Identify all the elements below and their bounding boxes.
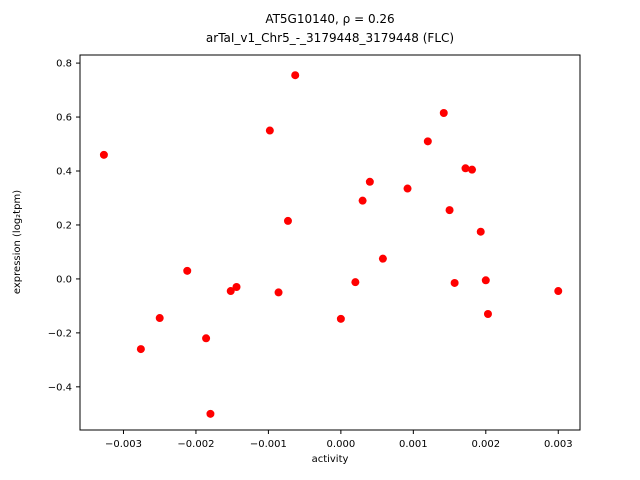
data-point	[439, 109, 448, 118]
data-point	[365, 177, 374, 186]
data-point	[378, 254, 387, 263]
data-point	[461, 164, 470, 173]
data-point	[358, 196, 367, 205]
data-point	[99, 150, 108, 159]
x-tick-label: −0.002	[177, 439, 214, 450]
data-point	[476, 227, 485, 236]
data-point	[226, 287, 235, 296]
y-tick-label: 0.8	[56, 59, 72, 70]
data-point	[445, 206, 454, 215]
y-tick-label: 0.4	[56, 167, 72, 178]
data-point	[481, 276, 490, 285]
x-tick-label: −0.001	[250, 439, 287, 450]
x-tick-label: 0.002	[471, 439, 500, 450]
data-point	[423, 137, 432, 146]
x-axis-ticks: −0.003 −0.002 −0.001 0.000 0.001 0.002 0.003	[105, 430, 573, 450]
x-tick-label: 0.001	[399, 439, 428, 450]
data-point	[274, 288, 283, 297]
data-point	[265, 126, 274, 135]
data-point	[336, 314, 345, 323]
data-point	[202, 334, 211, 343]
x-axis-label: activity	[312, 454, 349, 465]
data-point	[136, 345, 145, 354]
y-tick-label: 0.0	[56, 274, 72, 285]
x-tick-label: −0.003	[105, 439, 142, 450]
plot-border	[79, 54, 581, 431]
data-point	[206, 409, 215, 418]
data-point	[232, 283, 241, 292]
data-point	[351, 278, 360, 287]
data-point	[291, 71, 300, 80]
y-tick-label: −0.4	[48, 382, 72, 393]
y-tick-label: 0.6	[56, 113, 72, 124]
chart-title-line2: arTaI_v1_Chr5_-_3179448_3179448 (FLC)	[206, 31, 454, 45]
x-tick-label: 0.000	[327, 439, 356, 450]
data-point	[468, 165, 477, 174]
y-tick-label: −0.2	[48, 328, 72, 339]
y-axis-label: expression (log₂tpm)	[12, 190, 23, 294]
data-point	[403, 184, 412, 193]
data-point	[155, 314, 164, 323]
data-point	[450, 278, 459, 287]
chart-title-line1: AT5G10140, ρ = 0.26	[265, 12, 394, 26]
data-point	[483, 309, 492, 318]
scatter-points	[99, 71, 563, 418]
y-tick-label: 0.2	[56, 220, 72, 231]
data-point	[554, 287, 563, 296]
x-tick-label: 0.003	[544, 439, 573, 450]
data-point	[283, 216, 292, 225]
y-axis-ticks: −0.4 −0.2 0.0 0.2 0.4 0.6 0.8	[48, 59, 80, 393]
data-point	[183, 266, 192, 275]
